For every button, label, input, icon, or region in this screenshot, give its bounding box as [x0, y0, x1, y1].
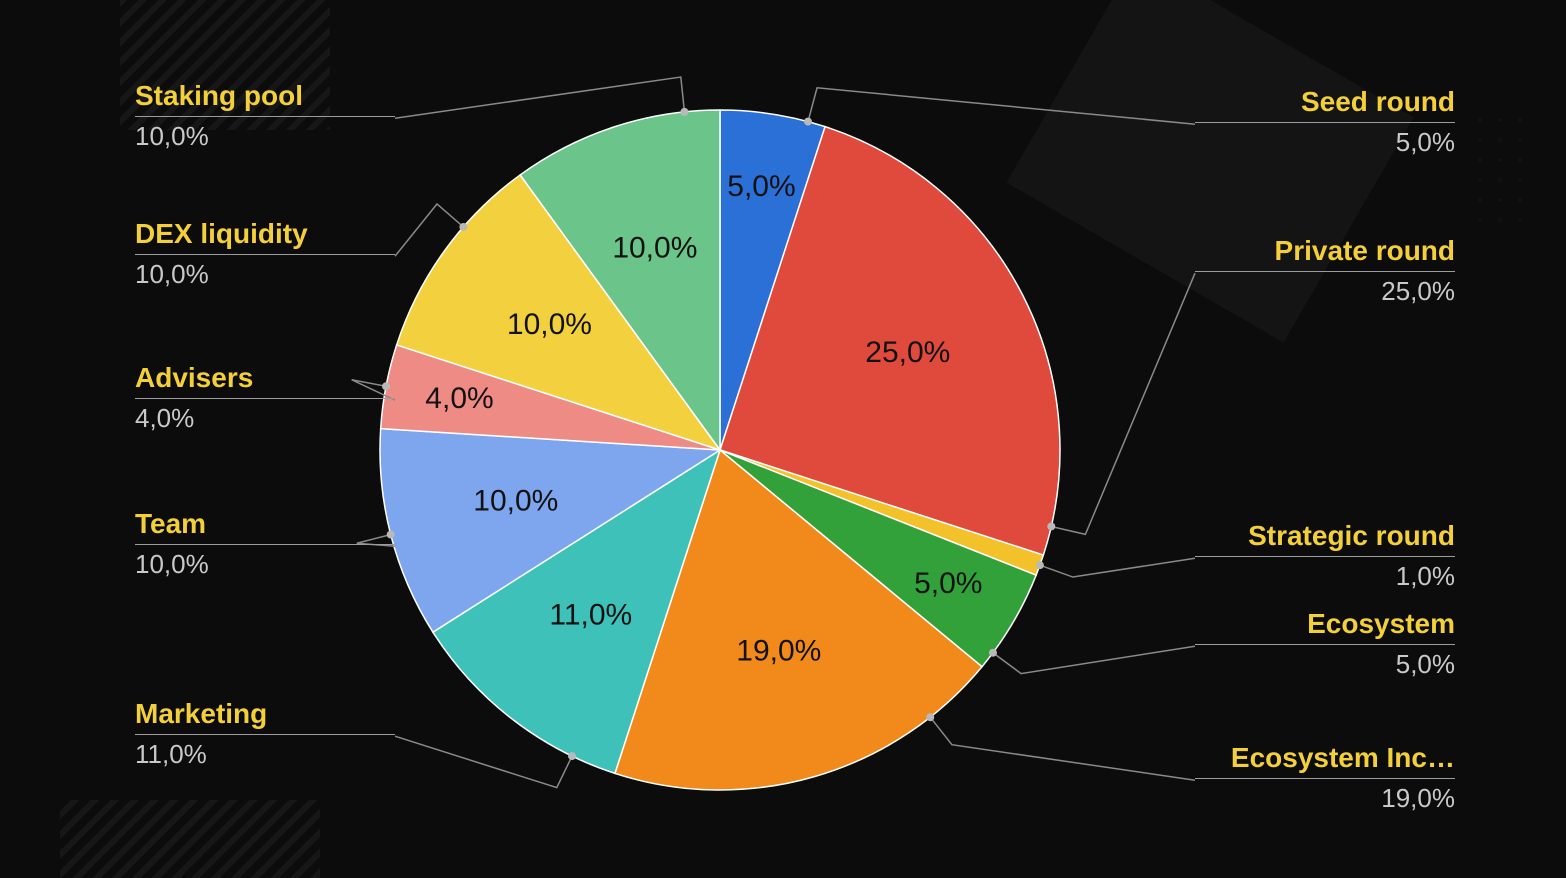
- leader-dot: [1036, 561, 1044, 569]
- legend-pct: 5,0%: [1195, 649, 1455, 680]
- legend-title: Ecosystem: [1195, 608, 1455, 645]
- slice-pct-label: 5,0%: [727, 170, 795, 203]
- leader-line: [808, 88, 1195, 124]
- slice-pct-label: 11,0%: [549, 598, 632, 631]
- legend-item: Team 10,0%: [135, 508, 395, 580]
- slice-pct-label: 5,0%: [914, 567, 982, 600]
- legend-item: Ecosystem 5,0%: [1195, 608, 1455, 680]
- legend-pct: 4,0%: [135, 403, 395, 434]
- legend-item: Private round 25,0%: [1195, 235, 1455, 307]
- chart-stage: 5,0% 25,0% 5,0% 19,0% 11,0% 10,0% 4,0% 10,0% 10,…: [0, 0, 1566, 878]
- leader-line: [395, 736, 572, 787]
- leader-line: [1051, 273, 1195, 534]
- legend-item: Seed round 5,0%: [1195, 86, 1455, 158]
- legend-item: DEX liquidity 10,0%: [135, 218, 395, 290]
- leader-dot: [568, 752, 576, 760]
- legend-item: Staking pool 10,0%: [135, 80, 395, 152]
- slice-pct-label: 10,0%: [507, 308, 592, 341]
- slice-pct-label: 10,0%: [473, 484, 558, 517]
- legend-title: Ecosystem Inc…: [1195, 742, 1455, 779]
- leader-line: [930, 717, 1195, 780]
- legend-pct: 1,0%: [1195, 561, 1455, 592]
- leader-dot: [1047, 522, 1055, 530]
- legend-item: Ecosystem Inc… 19,0%: [1195, 742, 1455, 814]
- legend-title: DEX liquidity: [135, 218, 395, 255]
- legend-item: Strategic round 1,0%: [1195, 520, 1455, 592]
- slice-pct-label: 10,0%: [612, 231, 697, 264]
- leader-dot: [459, 223, 467, 231]
- legend-item: Advisers 4,0%: [135, 362, 395, 434]
- slice-pct-label: 4,0%: [425, 382, 493, 415]
- leader-line: [993, 646, 1195, 673]
- legend-title: Marketing: [135, 698, 395, 735]
- legend-pct: 25,0%: [1195, 276, 1455, 307]
- slice-pct-label: 25,0%: [865, 336, 950, 369]
- leader-line: [395, 77, 684, 118]
- legend-pct: 10,0%: [135, 121, 395, 152]
- legend-title: Team: [135, 508, 395, 545]
- slice-pct-label: 19,0%: [736, 634, 821, 667]
- legend-title: Staking pool: [135, 80, 395, 117]
- legend-title: Strategic round: [1195, 520, 1455, 557]
- legend-title: Advisers: [135, 362, 395, 399]
- leader-dot: [926, 713, 934, 721]
- legend-pct: 19,0%: [1195, 783, 1455, 814]
- leader-dot: [989, 649, 997, 657]
- legend-item: Marketing 11,0%: [135, 698, 395, 770]
- leader-line: [1040, 558, 1195, 577]
- legend-pct: 10,0%: [135, 549, 395, 580]
- legend-pct: 10,0%: [135, 259, 395, 290]
- legend-title: Seed round: [1195, 86, 1455, 123]
- legend-title: Private round: [1195, 235, 1455, 272]
- leader-dot: [680, 108, 688, 116]
- legend-pct: 11,0%: [135, 739, 395, 770]
- legend-pct: 5,0%: [1195, 127, 1455, 158]
- leader-dot: [804, 118, 812, 126]
